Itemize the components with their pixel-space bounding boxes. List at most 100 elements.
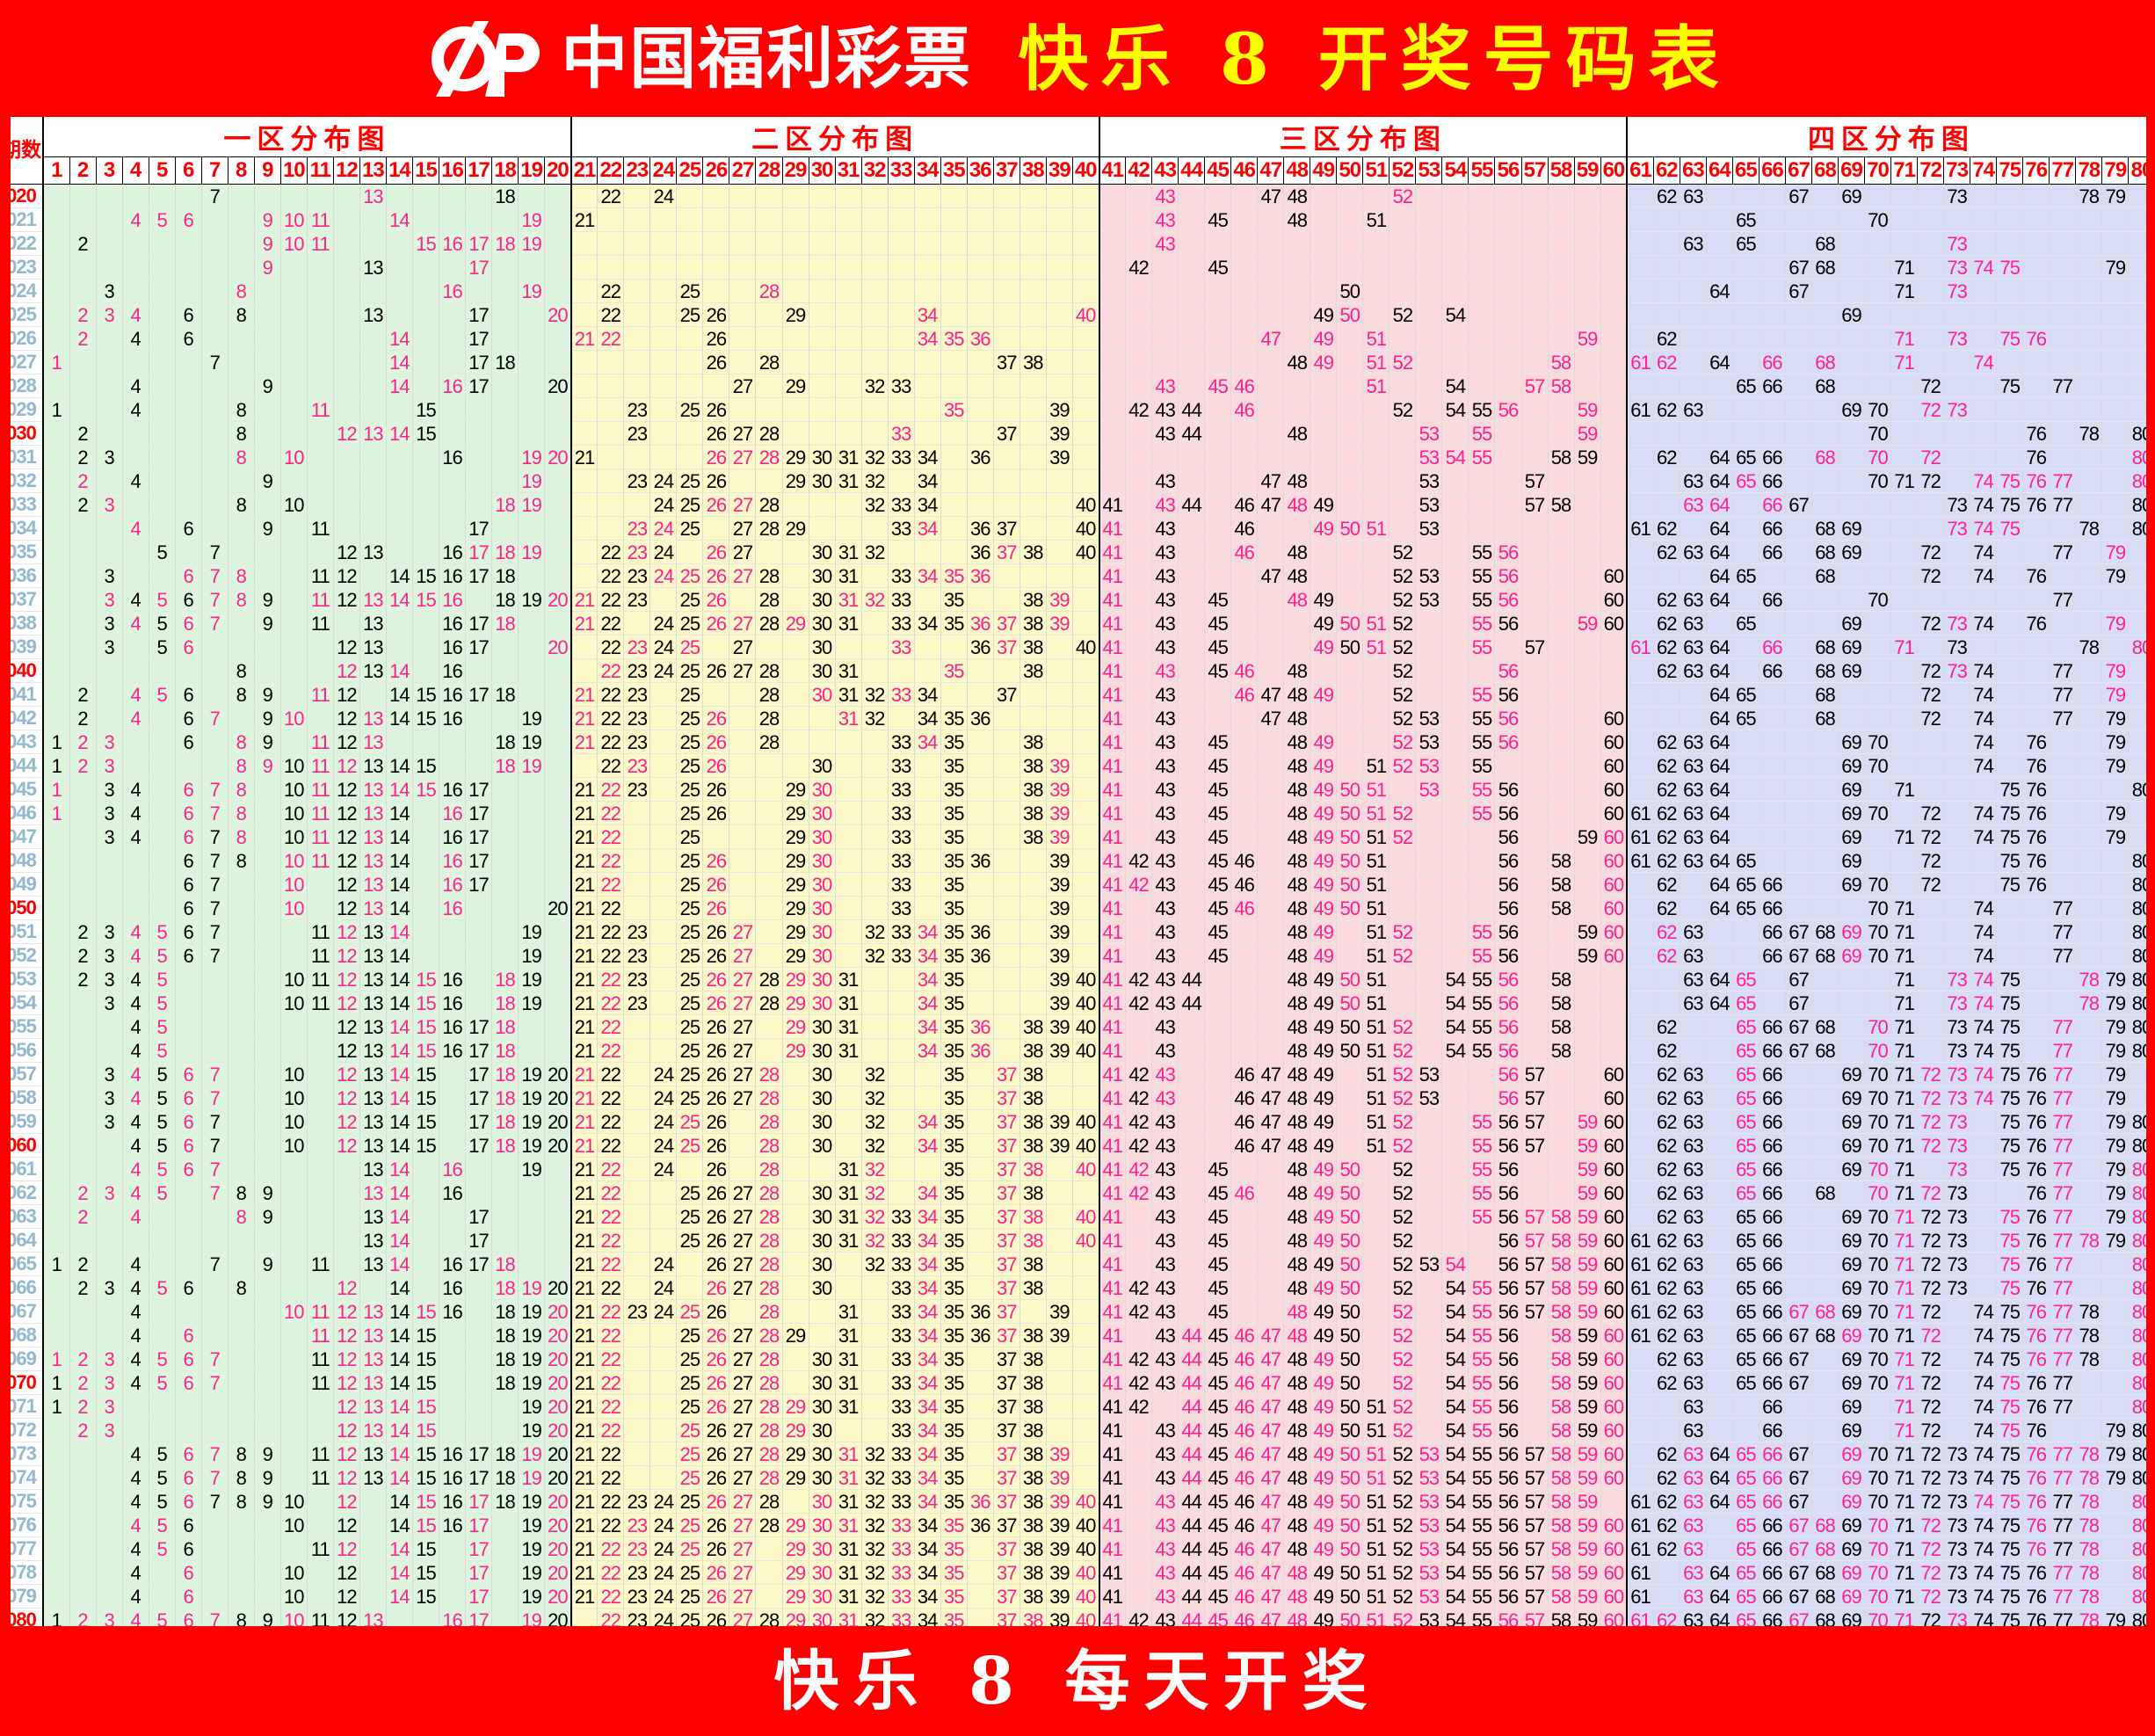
number-cell-hit: 24 xyxy=(649,658,678,683)
number-cell-empty xyxy=(1838,1180,1866,1205)
number-cell-hit: 8 xyxy=(228,824,255,849)
number-cell-hit: 43 xyxy=(1151,1465,1179,1490)
number-cell-hit: 39 xyxy=(1046,801,1073,825)
number-cell-hit: 48 xyxy=(1283,1086,1311,1110)
number-cell-hit: 48 xyxy=(1283,991,1311,1015)
number-cell-hit: 10 xyxy=(280,1109,308,1134)
number-cell-hit: 38 xyxy=(1019,658,1047,683)
number-cell-empty xyxy=(1257,445,1285,469)
number-cell-hit: 2 xyxy=(69,730,97,754)
number-cell-empty xyxy=(1574,1086,1601,1110)
number-cell-empty xyxy=(1917,326,1945,351)
number-cell-hit: 26 xyxy=(702,1086,730,1110)
number-cell-empty xyxy=(1178,658,1206,683)
number-cell-hit: 39 xyxy=(1046,919,1073,944)
number-cell-empty xyxy=(1521,326,1549,351)
number-cell-hit: 16 xyxy=(439,896,467,920)
number-cell-empty xyxy=(1785,445,1812,469)
number-cell-empty xyxy=(1389,872,1417,897)
number-cell-hit: 29 xyxy=(782,374,809,398)
number-cell-hit: 17 xyxy=(465,1086,493,1110)
number-cell-hit: 74 xyxy=(1970,1442,1998,1466)
number-cell-empty xyxy=(122,872,149,897)
number-cell-hit: 21 xyxy=(570,919,599,944)
number-cell-empty xyxy=(307,1275,334,1300)
number-cell-hit: 27 xyxy=(729,943,757,968)
number-cell-hit: 29 xyxy=(782,848,809,873)
number-cell-empty xyxy=(835,730,862,754)
number-cell-hit: 63 xyxy=(1680,1465,1707,1490)
number-cell-empty xyxy=(491,1157,519,1181)
number-cell-hit: 43 xyxy=(1151,1252,1179,1276)
number-cell-empty xyxy=(1706,1086,1733,1110)
number-cell-empty xyxy=(544,1038,572,1063)
number-cell-empty xyxy=(1204,397,1232,422)
number-cell-hit: 14 xyxy=(386,1014,413,1039)
number-cell-hit: 58 xyxy=(1548,1489,1575,1514)
number-cell-empty xyxy=(729,1133,757,1158)
number-cell-hit: 19 xyxy=(518,492,546,517)
number-cell-hit: 4 xyxy=(122,967,149,991)
number-cell-empty xyxy=(1600,1014,1629,1039)
number-cell-hit: 41 xyxy=(1099,682,1127,707)
number-cell-hit: 4 xyxy=(122,1038,149,1063)
number-cell-empty xyxy=(2049,350,2077,374)
number-cell-hit: 69 xyxy=(1838,1204,1866,1229)
number-cell-empty xyxy=(96,682,123,707)
number-cell-hit: 70 xyxy=(1864,1133,1892,1158)
number-cell-hit: 15 xyxy=(412,967,439,991)
number-cell-hit: 77 xyxy=(2049,1347,2077,1371)
number-cell-empty xyxy=(1389,255,1417,280)
number-cell-hit: 22 xyxy=(597,848,625,873)
column-header-5: 5 xyxy=(149,156,176,185)
number-cell-empty xyxy=(861,658,889,683)
number-cell-hit: 55 xyxy=(1468,1109,1496,1134)
number-cell-empty xyxy=(1864,350,1892,374)
number-cell-hit: 51 xyxy=(1362,1442,1390,1466)
number-cell-hit: 13 xyxy=(359,1014,387,1039)
number-cell-hit: 34 xyxy=(914,706,941,730)
number-cell-empty xyxy=(993,279,1020,303)
number-cell-empty xyxy=(1283,635,1311,659)
number-cell-empty xyxy=(1441,848,1469,873)
number-cell-empty xyxy=(1548,184,1575,208)
number-cell-hit: 6 xyxy=(175,1157,202,1181)
number-cell-hit: 66 xyxy=(1759,1323,1786,1347)
number-cell-empty xyxy=(1838,1038,1866,1063)
number-cell-hit: 76 xyxy=(2022,1299,2050,1324)
number-cell-hit: 56 xyxy=(1494,1180,1522,1205)
number-cell-empty xyxy=(1362,1299,1390,1324)
number-cell-empty xyxy=(96,1513,123,1537)
number-cell-hit: 3 xyxy=(96,445,123,469)
number-cell-empty xyxy=(755,872,783,897)
number-cell-hit: 11 xyxy=(307,753,334,778)
number-cell-hit: 67 xyxy=(1785,1513,1812,1537)
number-cell-empty xyxy=(1072,587,1100,612)
number-cell-hit: 79 xyxy=(2101,1180,2130,1205)
number-cell-empty xyxy=(623,1275,651,1300)
number-cell-hit: 18 xyxy=(491,184,519,208)
number-cell-empty xyxy=(69,563,97,588)
number-cell-hit: 25 xyxy=(676,1228,704,1253)
number-cell-hit: 55 xyxy=(1468,1418,1496,1442)
table-head: 期数 一区分布图 二区分布图 三区分布图 四区分布图 1 2 3 4 5 6 7 8 9 10 11… xyxy=(0,117,2155,185)
number-cell-hit: 2 xyxy=(69,1180,97,1205)
number-cell-empty xyxy=(465,730,493,754)
number-cell-hit: 39 xyxy=(1046,1489,1073,1514)
number-cell-empty xyxy=(412,1275,439,1300)
number-cell-hit: 11 xyxy=(307,516,334,541)
number-cell-hit: 11 xyxy=(307,1347,334,1371)
number-cell-hit: 53 xyxy=(1415,1465,1443,1490)
number-cell-empty xyxy=(149,421,176,446)
number-cell-hit: 41 xyxy=(1099,848,1127,873)
number-cell-hit: 14 xyxy=(386,1536,413,1561)
number-cell-hit: 18 xyxy=(491,1489,519,1514)
number-cell-hit: 65 xyxy=(1732,1157,1760,1181)
number-cell-hit: 34 xyxy=(914,1275,941,1300)
number-cell-empty xyxy=(1917,184,1945,208)
number-cell-hit: 54 xyxy=(1441,1442,1469,1466)
number-cell-empty xyxy=(861,635,889,659)
number-cell-empty xyxy=(1468,896,1496,920)
number-cell-empty xyxy=(1099,445,1127,469)
number-cell-hit: 4 xyxy=(122,516,149,541)
